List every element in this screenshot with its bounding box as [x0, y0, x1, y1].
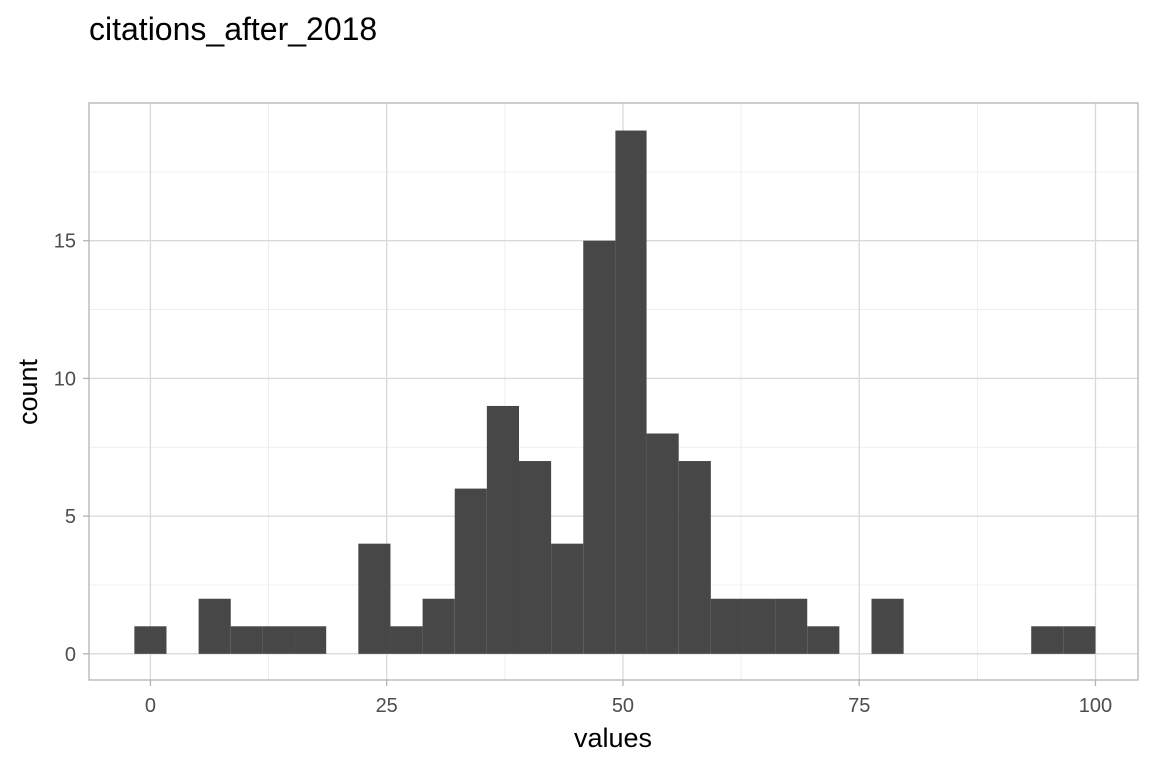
y-axis-tick-labels: 0 5 10 15 [54, 231, 76, 666]
x-tick-label: 50 [612, 695, 634, 717]
histogram-bar [454, 488, 487, 654]
x-tick-label: 0 [145, 695, 156, 717]
axis-ticks [83, 240, 1097, 686]
histogram-bar [295, 626, 327, 654]
y-tick-label: 0 [65, 644, 76, 666]
histogram-bar [646, 433, 679, 654]
histogram-bar [1031, 626, 1064, 654]
histogram-bar [230, 626, 263, 654]
histogram-bar [583, 240, 616, 654]
histogram-bar [742, 598, 776, 654]
histogram-bar [262, 626, 296, 654]
x-tick-label: 100 [1079, 695, 1112, 717]
histogram-bar [551, 543, 584, 654]
histogram-bar [871, 598, 904, 654]
panel-border [88, 102, 1139, 681]
histogram-bar [390, 626, 423, 654]
histogram-bar [678, 461, 711, 654]
histogram-bar [518, 461, 552, 654]
histogram-bars [134, 130, 1096, 654]
histogram-bar [807, 626, 840, 654]
histogram-bar [775, 598, 808, 654]
x-tick-label: 25 [376, 695, 398, 717]
histogram-bar [422, 598, 455, 654]
histogram-bar [710, 598, 743, 654]
x-tick-label: 75 [848, 695, 870, 717]
histogram-bar [134, 626, 167, 654]
histogram-bar [198, 598, 231, 654]
x-axis-title: values [574, 723, 652, 753]
histogram-bar [486, 405, 519, 654]
x-axis-tick-labels: 0 25 50 75 100 [145, 695, 1112, 717]
histogram-bar [358, 543, 391, 654]
chart-title: citations_after_2018 [89, 11, 377, 47]
y-tick-label: 15 [54, 231, 76, 253]
y-tick-label: 10 [54, 368, 76, 390]
y-tick-label: 5 [65, 506, 76, 528]
histogram-bar [615, 130, 647, 654]
y-axis-title: count [13, 358, 43, 425]
histogram-bar [1063, 626, 1096, 654]
